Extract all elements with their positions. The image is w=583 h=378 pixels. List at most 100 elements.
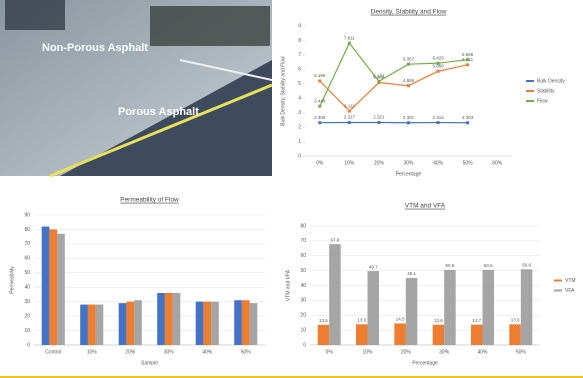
marker — [347, 121, 351, 125]
x-tick-label: 10% — [344, 160, 355, 166]
marker — [318, 104, 322, 108]
x-tick-label: 60% — [492, 160, 503, 166]
data-label: 45.1 — [407, 271, 416, 276]
y-tick-label: 1 — [298, 139, 301, 145]
y-tick-label: 60 — [300, 253, 306, 259]
bar — [195, 301, 204, 345]
y-tick-label: 10 — [24, 328, 30, 334]
legend-label: Flow — [537, 98, 548, 104]
data-label: 50.5 — [446, 263, 455, 268]
y-axis-title: Bulk Density, Stability and Flow — [280, 56, 286, 126]
y-tick-label: 70 — [24, 241, 30, 247]
y-tick-label: 0 — [27, 342, 30, 348]
porous-surface — [60, 60, 272, 176]
marker — [407, 84, 410, 88]
white-line — [179, 59, 273, 81]
bar — [172, 293, 181, 345]
y-tick-label: 80 — [24, 227, 30, 233]
marker — [347, 41, 351, 45]
data-label: 13.7 — [472, 318, 481, 323]
y-tick-label: 50 — [300, 268, 306, 274]
x-tick-label: 10% — [362, 349, 373, 355]
x-tick-label: 30% — [439, 349, 450, 355]
y-axis-title: VTM and VFA — [285, 269, 291, 301]
line — [319, 64, 468, 112]
data-label: 5.196 — [314, 73, 326, 78]
x-tick-label: 10% — [87, 349, 98, 355]
data-label: 2.301 — [403, 115, 415, 120]
chart-title: Permeability of Flow — [120, 197, 179, 204]
bar — [482, 269, 494, 345]
legend-label: VTM — [565, 278, 576, 284]
y-tick-label: 50 — [24, 270, 30, 276]
chart-background — [275, 4, 552, 176]
bar — [432, 324, 445, 345]
bar — [157, 293, 165, 345]
bar — [87, 304, 96, 345]
bar — [367, 271, 379, 345]
x-tick-label: 50% — [463, 160, 474, 166]
chart-title: VTM and VFA — [405, 203, 446, 210]
y-tick-label: 5 — [298, 81, 301, 87]
marker — [407, 62, 410, 66]
bar — [249, 303, 258, 345]
data-label: 49.7 — [369, 264, 378, 269]
y-tick-label: 2 — [298, 124, 301, 130]
chart-title: Density, Stability and Flow — [371, 9, 447, 16]
bar — [203, 301, 212, 345]
bar — [444, 269, 456, 345]
bar — [164, 293, 173, 345]
data-label: 50.5 — [484, 263, 493, 268]
data-label: 13.6 — [434, 318, 443, 323]
data-label: 4.866 — [403, 78, 415, 83]
yellow-line — [49, 83, 273, 178]
data-label: 6.666 — [462, 52, 474, 57]
y-tick-label: 9 — [298, 23, 301, 29]
bar — [471, 324, 483, 345]
data-label: 3.448 — [314, 98, 326, 103]
y-tick-label: 30 — [300, 298, 306, 304]
y-tick-label: 4 — [298, 96, 301, 102]
data-label: 5.171 — [373, 73, 385, 78]
data-label: 13.9 — [511, 318, 520, 323]
y-tick-label: 70 — [300, 238, 306, 244]
marker — [377, 120, 381, 124]
marker — [436, 69, 440, 73]
marker — [466, 58, 470, 62]
data-label: 2.305 — [314, 115, 326, 120]
marker — [436, 121, 440, 125]
photo-label: Non-Porous Asphalt — [42, 42, 148, 54]
y-tick-label: 7 — [298, 52, 301, 58]
y-tick-label: 6 — [298, 67, 301, 73]
photo-label: Porous Asphalt — [118, 106, 199, 118]
bar — [394, 323, 406, 345]
bar — [509, 324, 521, 345]
y-tick-label: 80 — [300, 223, 306, 229]
bar — [211, 301, 219, 345]
y-tick-label: 3 — [298, 110, 301, 116]
x-tick-label: Control — [45, 349, 61, 355]
x-tick-label: 40% — [433, 160, 444, 166]
y-tick-label: 60 — [24, 256, 30, 262]
x-tick-label: 50% — [516, 349, 527, 355]
y-tick-label: 30 — [24, 299, 30, 305]
legend-label: Stability — [537, 88, 555, 94]
y-tick-label: 40 — [24, 285, 30, 291]
x-tick-label: 30% — [403, 160, 414, 166]
data-label: 7.811 — [344, 35, 355, 40]
data-label: 2.314 — [432, 115, 444, 120]
data-label: 2.303 — [462, 115, 474, 120]
bar — [520, 269, 533, 345]
marker — [318, 121, 322, 125]
data-label: 6.425 — [432, 55, 444, 60]
marker — [347, 109, 351, 113]
legend-label: Bulk Density — [537, 78, 565, 84]
marker — [407, 121, 410, 125]
y-tick-label: 90 — [24, 212, 30, 218]
bar — [234, 300, 242, 345]
data-label: 3.111 — [344, 103, 355, 108]
y-tick-label: 20 — [24, 313, 30, 319]
y-tick-label: 0 — [298, 153, 301, 159]
y-tick-label: 40 — [300, 283, 306, 289]
